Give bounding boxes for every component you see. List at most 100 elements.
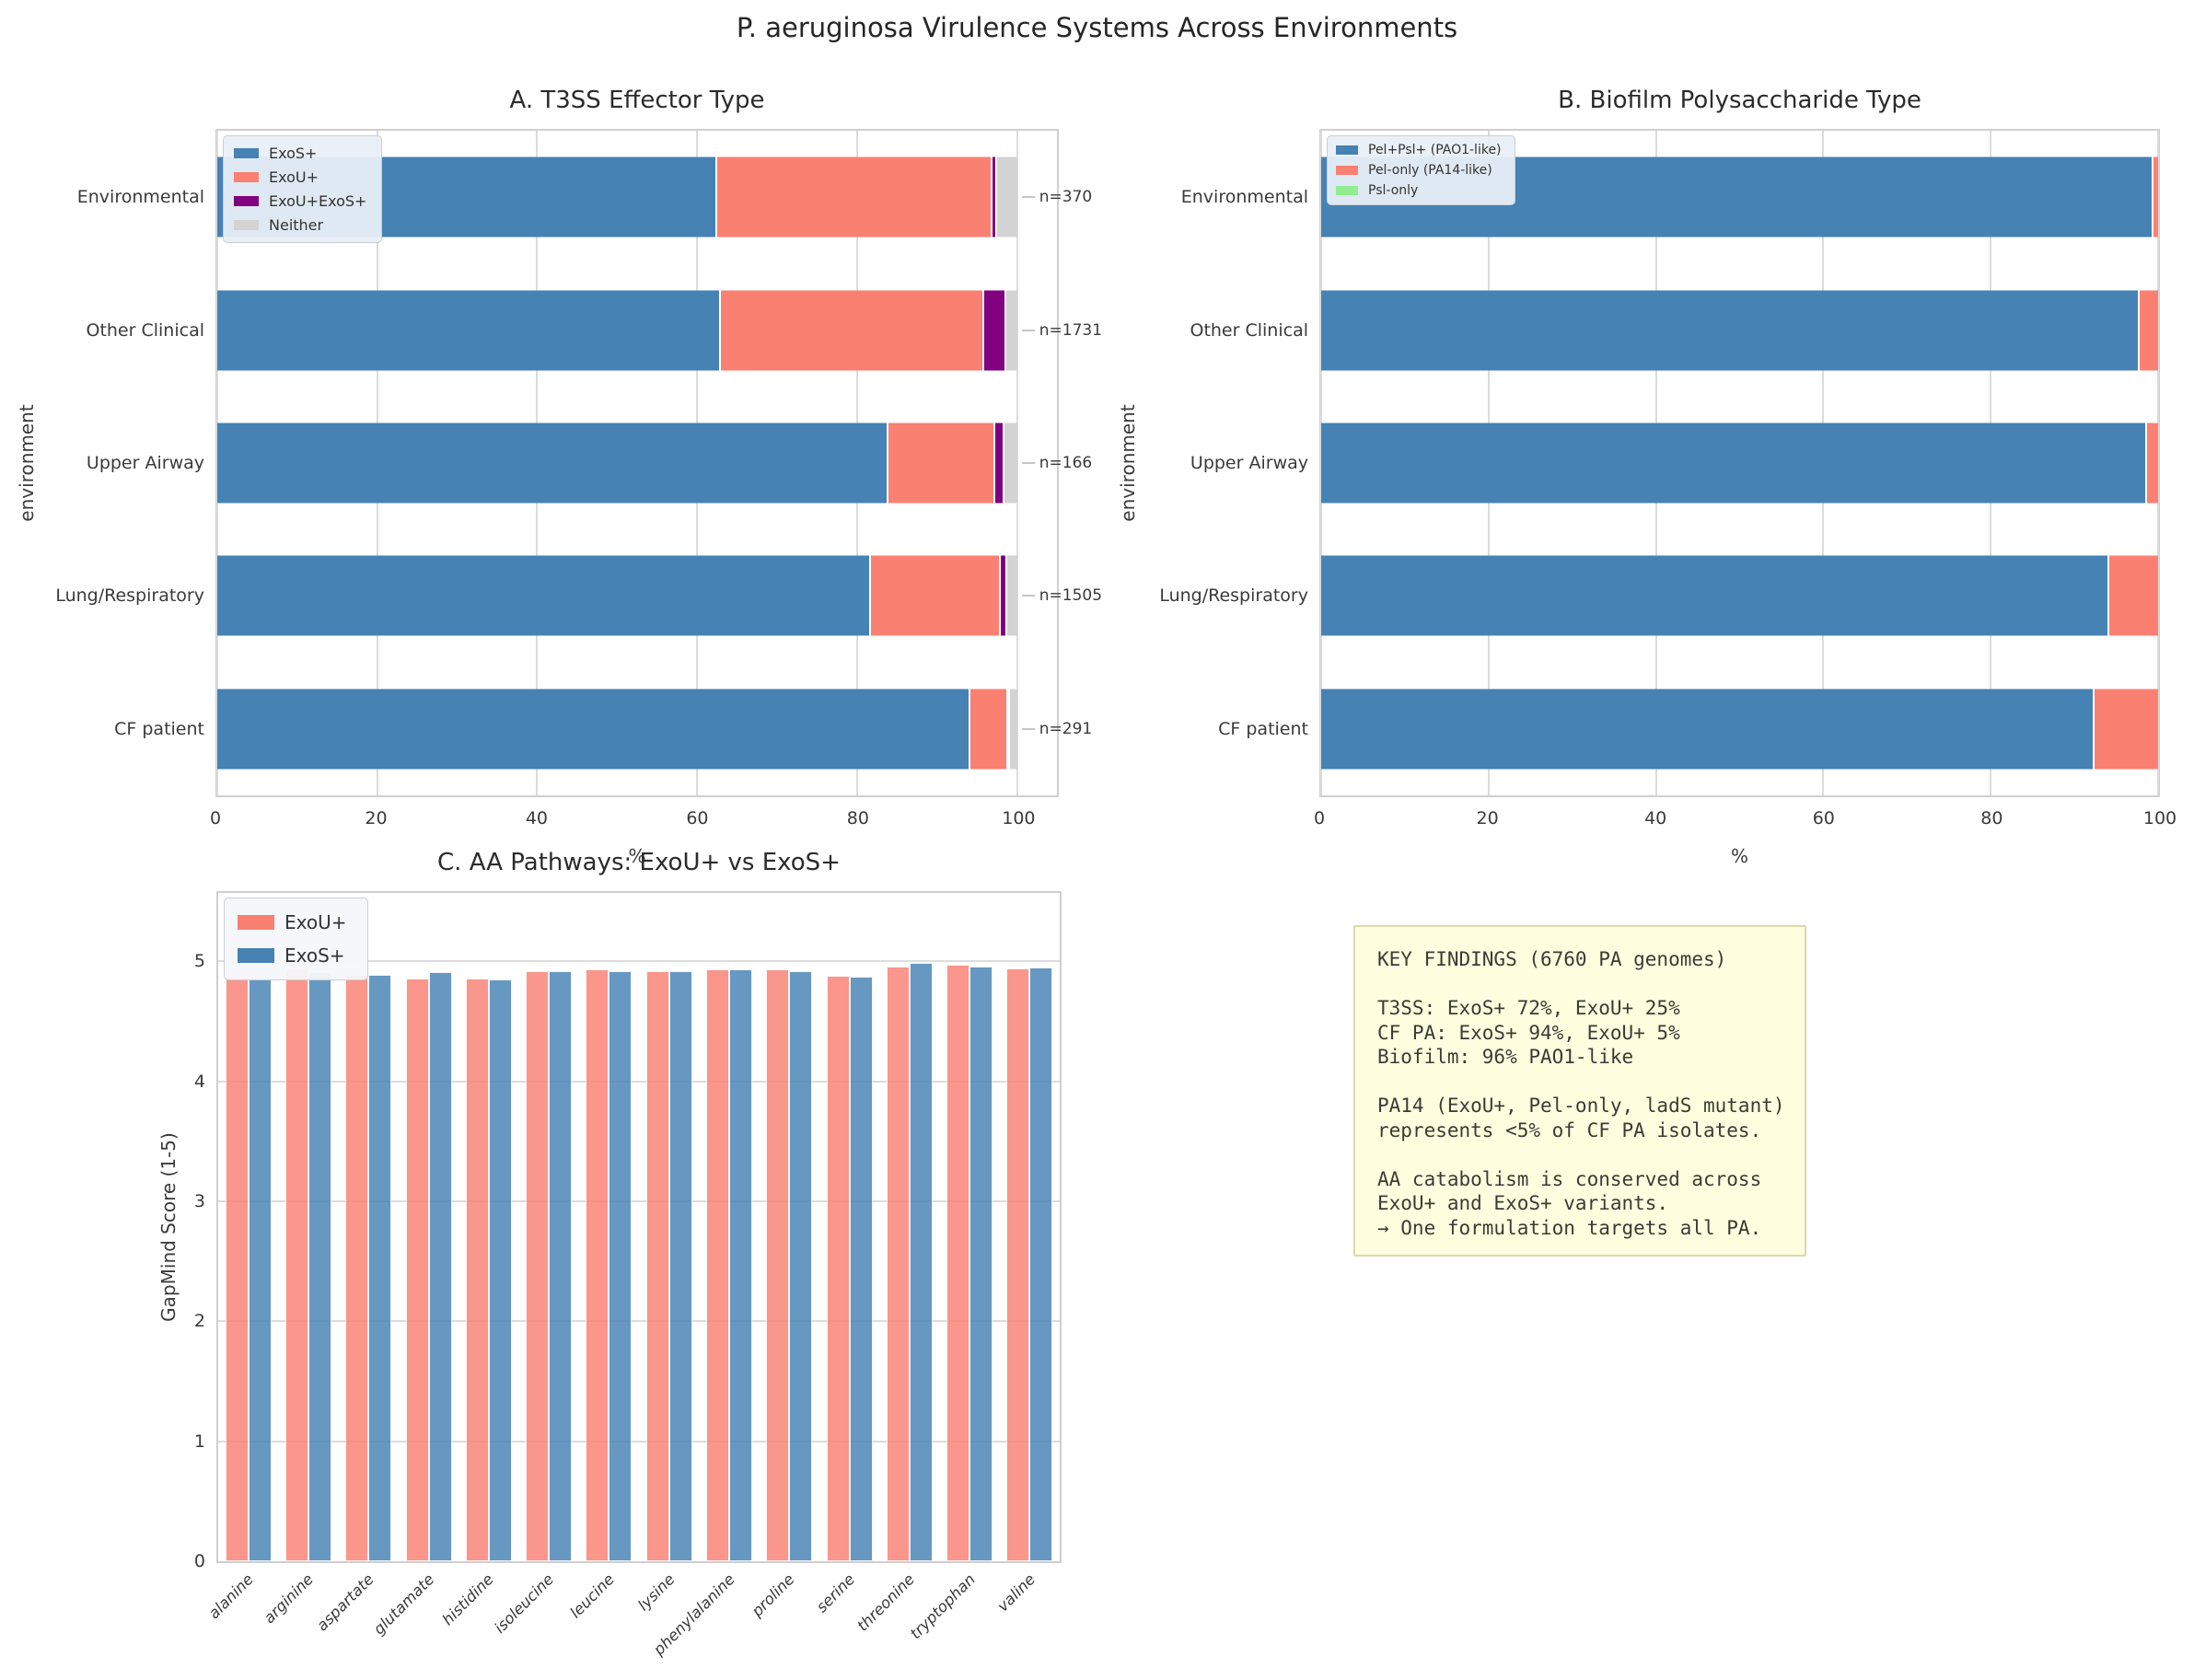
y-tick-label: 1 (193, 1431, 205, 1452)
y-tick-label: 2 (193, 1311, 205, 1332)
legend-swatch (234, 172, 259, 182)
bar-ExoS (969, 966, 993, 1561)
legend-item: Pel-only (PA14-like) (1336, 163, 1502, 178)
x-tick-label: leucine (566, 1570, 618, 1622)
bar-segment (969, 689, 1007, 770)
x-tick-label: 20 (365, 808, 388, 828)
bar-ExoS (909, 962, 933, 1561)
legend-swatch (234, 220, 259, 230)
stacked-bar-row (1321, 423, 2158, 504)
legend-swatch (1336, 145, 1358, 155)
bar-segment (1005, 555, 1017, 636)
legend-label: Pel-only (PA14-like) (1368, 163, 1492, 178)
bar-segment (990, 156, 996, 238)
bar-ExoU (465, 978, 489, 1561)
key-findings-text: KEY FINDINGS (6760 PA genomes) T3SS: Exo… (1377, 948, 1785, 1239)
x-tick-label: aspartate (313, 1570, 377, 1635)
panel-aa-plot-area: 0 1 2 3 4 5 alanine arginine aspartate glutamate h… (194, 891, 1062, 1659)
panel-aa-legend: ExoU+ ExoS+ (224, 898, 368, 980)
bar-segment (715, 156, 991, 238)
bar-ExoU (586, 969, 609, 1561)
bar-ExoS (248, 978, 272, 1561)
bar-segment (1004, 290, 1017, 371)
n-count-label: n=1505 (1022, 586, 1102, 605)
x-tick-label: 40 (1644, 808, 1667, 828)
legend-item: Pel+Psl+ (PAO1-like) (1336, 143, 1502, 157)
y-tick-label: Environmental (76, 187, 204, 208)
legend-label: ExoU+ExoS+ (269, 192, 367, 210)
x-tick-label: threonine (853, 1570, 919, 1635)
y-tick-label: Lung/Respiratory (55, 585, 204, 607)
bar-ExoU (766, 969, 790, 1561)
legend-item: ExoS+ (234, 145, 366, 162)
bar-ExoU (225, 977, 249, 1561)
legend-label: ExoS+ (284, 944, 345, 967)
y-tick-label: Upper Airway (1190, 453, 1308, 473)
legend-item: Neither (234, 216, 366, 234)
panel-t3ss-x-axis: 0 20 40 60 80 100 (210, 797, 1059, 834)
legend-swatch (238, 915, 274, 930)
bar-segment (1008, 689, 1017, 770)
legend-label: Psl-only (1368, 183, 1419, 198)
y-tick-label: Other Clinical (1190, 319, 1308, 341)
gridline (1016, 131, 1018, 795)
y-tick-label: CF patient (114, 718, 204, 739)
bar-segment (217, 555, 869, 636)
bar-segment (868, 555, 999, 636)
x-tick-label: isoleucine (491, 1570, 558, 1637)
bar-segment (1006, 689, 1009, 770)
bar-ExoU (886, 966, 910, 1561)
y-tick-label: 0 (193, 1551, 205, 1571)
x-tick-label: 40 (525, 808, 549, 828)
stacked-bar-row (1321, 689, 2158, 770)
panel-aa-y-axis-label: GapMind Score (1-5) (157, 1132, 180, 1322)
n-count-label: n=1731 (1022, 321, 1102, 340)
bar-segment (1321, 689, 2094, 770)
bar-ExoU (405, 978, 429, 1561)
bar-ExoS (549, 970, 573, 1561)
bar-ExoU (645, 970, 669, 1561)
bar-ExoS (308, 972, 331, 1561)
stacked-bar-row (1321, 555, 2158, 636)
legend-label: ExoU+ (269, 168, 319, 186)
x-tick-label: 0 (1313, 808, 1326, 828)
legend-label: Neither (269, 216, 324, 234)
bar-ExoS (849, 977, 873, 1561)
x-tick-label: arginine (261, 1570, 318, 1628)
gridline (218, 1440, 1060, 1442)
bar-ExoU (284, 969, 308, 1561)
key-findings-box: KEY FINDINGS (6760 PA genomes) T3SS: Exo… (1353, 925, 1806, 1257)
gridline (218, 1320, 1060, 1323)
stacked-bar-row (217, 555, 1057, 636)
x-tick-label: histidine (439, 1570, 498, 1629)
bar-ExoU (526, 970, 550, 1561)
y-tick-label: Other Clinical (86, 319, 204, 341)
panel-aa-title: C. AA Pathways: ExoU+ vs ExoS+ (437, 849, 841, 876)
bar-segment (982, 290, 1004, 371)
legend-swatch (234, 148, 259, 158)
stacked-bar-row (1321, 290, 2158, 371)
legend-swatch (1336, 186, 1358, 195)
x-tick-label: serine (812, 1570, 858, 1616)
panel-t3ss-x-axis-label: % (628, 845, 646, 867)
y-tick-label: Upper Airway (86, 453, 204, 473)
bar-ExoU (705, 969, 729, 1561)
legend-item: Psl-only (1336, 183, 1502, 198)
bar-ExoU (946, 965, 970, 1561)
legend-swatch (238, 948, 274, 963)
y-tick-label: CF patient (1218, 718, 1308, 739)
x-tick-label: 100 (1002, 808, 1036, 828)
n-count-label: n=166 (1022, 454, 1092, 472)
bar-segment (719, 290, 983, 371)
legend-item: ExoU+ExoS+ (234, 192, 366, 210)
panel-biofilm: B. Biofilm Polysaccharide Type environme… (1117, 87, 2177, 867)
panel-biofilm-plot-area: Environmental Other Clinical Upper Airway L… (1159, 129, 2160, 797)
bar-segment (217, 423, 887, 504)
legend-label: ExoU+ (284, 911, 347, 933)
bar-ExoS (428, 972, 452, 1561)
gridline (2157, 131, 2159, 795)
x-tick-label: valine (993, 1570, 1039, 1616)
bar-segment (1002, 423, 1017, 504)
gridline (218, 1199, 1060, 1202)
